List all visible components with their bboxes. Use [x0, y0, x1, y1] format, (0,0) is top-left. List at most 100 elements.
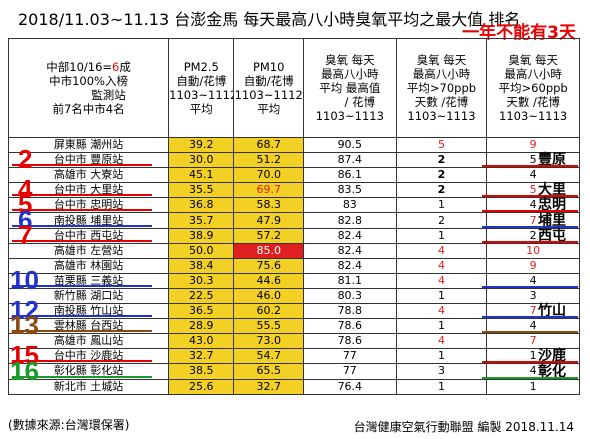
right-underline-stroke [482, 361, 578, 364]
table-row: 高雄市 左營站 50.0 85.0 82.4 4 10 [7, 242, 580, 259]
pm25-value: 36.8 [168, 197, 235, 214]
o3-max-value: 81.1 [302, 272, 397, 289]
pm10-value: 69.7 [233, 182, 304, 199]
header-o3-60: 臭氧 每天 最高八小時 平均>60ppb 天數 /花博 1103~1113 [486, 38, 580, 138]
station-name: 彰化縣 彰化站 [7, 363, 170, 380]
table-row: 高雄市 鳳山站 43.0 73.0 78.6 4 7 [7, 333, 580, 350]
side-label: 豐原 [538, 152, 566, 169]
days-over-70: 1 [395, 287, 488, 305]
pm25-value: 22.5 [168, 287, 235, 305]
days-over-70: 5 [395, 136, 488, 154]
pm10-value: 57.2 [233, 227, 304, 244]
table-row: 高雄市 大寮站 45.1 70.0 86.1 2 4 [7, 167, 580, 184]
pm25-value: 38.5 [168, 363, 235, 380]
days-over-60: 1 [486, 378, 580, 395]
right-underline-stroke [482, 376, 578, 379]
pm25-value: 50.0 [168, 242, 235, 259]
days-over-70: 1 [395, 378, 488, 395]
pm25-value: 38.4 [168, 257, 235, 274]
days-over-70: 3 [395, 363, 488, 380]
rank-number: 2 [18, 144, 33, 175]
days-over-70: 2 [395, 182, 488, 199]
station-name: 屏東縣 潮州站 [7, 136, 170, 154]
pm10-value: 46.0 [233, 287, 304, 305]
station-name: 新北市 土城站 [7, 378, 170, 395]
ranking-table: 中部10/16=6成 中市100%入榜 監測站 前7名中市4名 PM2.5 自動/… [7, 38, 580, 395]
pm25-value: 30.3 [168, 272, 235, 289]
o3-max-value: 82.4 [302, 227, 397, 244]
table-row: 台中市 沙鹿站 32.7 54.7 77 1 1 [7, 348, 580, 365]
pm10-value: 65.5 [233, 363, 304, 380]
station-name: 高雄市 大寮站 [7, 167, 170, 184]
station-name: 高雄市 鳳山站 [7, 333, 170, 350]
days-over-70: 4 [395, 242, 488, 259]
header-o3-70: 臭氧 每天 最高八小時 平均>70ppb 天數 /花博 1103~1113 [395, 38, 488, 138]
o3-max-value: 87.4 [302, 152, 397, 169]
header-left-line3: 監測站 [91, 88, 126, 102]
table-row: 新竹縣 湖口站 22.5 46.0 80.3 1 3 [7, 287, 580, 305]
o3-max-value: 90.5 [302, 136, 397, 154]
days-over-70: 1 [395, 348, 488, 365]
pm25-value: 45.1 [168, 167, 235, 184]
header-left-line1: 中部10/16=6成 [46, 60, 131, 74]
pm25-value: 38.9 [168, 227, 235, 244]
days-over-70: 1 [395, 197, 488, 214]
pm25-value: 35.5 [168, 182, 235, 199]
underline-stroke [12, 209, 152, 212]
rank-number: 10 [10, 264, 39, 295]
right-underline-stroke [482, 195, 578, 198]
table-row: 台中市 西屯站 38.9 57.2 82.4 1 2 [7, 227, 580, 244]
header-left-line4: 前7名中市4名 [52, 102, 125, 116]
underline-stroke [12, 239, 152, 242]
header-left-line1-a: 10/16 [69, 60, 103, 74]
underline-stroke [12, 164, 152, 167]
o3-max-value: 83 [302, 197, 397, 214]
right-underline-stroke [482, 331, 578, 334]
pm10-value: 51.2 [233, 152, 304, 169]
pm10-value: 47.9 [233, 212, 304, 229]
pm25-value: 30.0 [168, 152, 235, 169]
days-over-70: 1 [395, 227, 488, 244]
side-label: 竹山 [538, 303, 566, 320]
days-over-70: 2 [395, 212, 488, 229]
credit-note: 台灣健康空氣行動聯盟 編製 2018.11.14 [353, 420, 574, 434]
days-over-60: 9 [486, 257, 580, 274]
pm25-value: 28.9 [168, 318, 235, 335]
o3-max-value: 83.5 [302, 182, 397, 199]
rank-number: 7 [18, 219, 33, 250]
side-label: 西屯 [538, 227, 566, 244]
header-pm10: PM10 自動/花博 1103~1112 平均 [233, 38, 304, 138]
pm25-value: 36.5 [168, 303, 235, 320]
station-name: 高雄市 左營站 [7, 242, 170, 259]
title-text: 台澎金馬 每天最高八小時臭氧平均之最大值 排名 [174, 10, 521, 29]
side-label: 忠明 [538, 197, 566, 214]
days-over-60: 10 [486, 242, 580, 259]
pm10-value: 68.7 [233, 136, 304, 154]
o3-max-value: 76.4 [302, 378, 397, 395]
pm10-value: 75.6 [233, 257, 304, 274]
table-row: 屏東縣 潮州站 39.2 68.7 90.5 5 9 [7, 136, 580, 154]
side-label: 彰化 [538, 363, 566, 380]
days-over-70: 4 [395, 257, 488, 274]
pm25-value: 39.2 [168, 136, 235, 154]
underline-stroke [12, 284, 152, 287]
right-underline-stroke [482, 240, 578, 243]
header-left-line1-b: 6 [112, 60, 120, 74]
underline-stroke [12, 194, 152, 197]
o3-max-value: 78.6 [302, 318, 397, 335]
underline-stroke [12, 330, 152, 333]
right-underline-stroke [482, 225, 578, 228]
underline-stroke [12, 375, 152, 378]
pm25-value: 35.7 [168, 212, 235, 229]
o3-max-value: 78.8 [302, 303, 397, 320]
o3-max-value: 77 [302, 348, 397, 365]
side-label: 沙鹿 [538, 348, 566, 365]
pm10-value: 32.7 [233, 378, 304, 395]
side-label: 埔里 [538, 212, 566, 229]
o3-max-value: 82.4 [302, 242, 397, 259]
pm25-value: 32.7 [168, 348, 235, 365]
pm10-value: 55.5 [233, 318, 304, 335]
o3-max-value: 82.8 [302, 212, 397, 229]
header-left: 中部10/16=6成 中市100%入榜 監測站 前7名中市4名 [7, 38, 170, 138]
pm10-value: 44.6 [233, 272, 304, 289]
